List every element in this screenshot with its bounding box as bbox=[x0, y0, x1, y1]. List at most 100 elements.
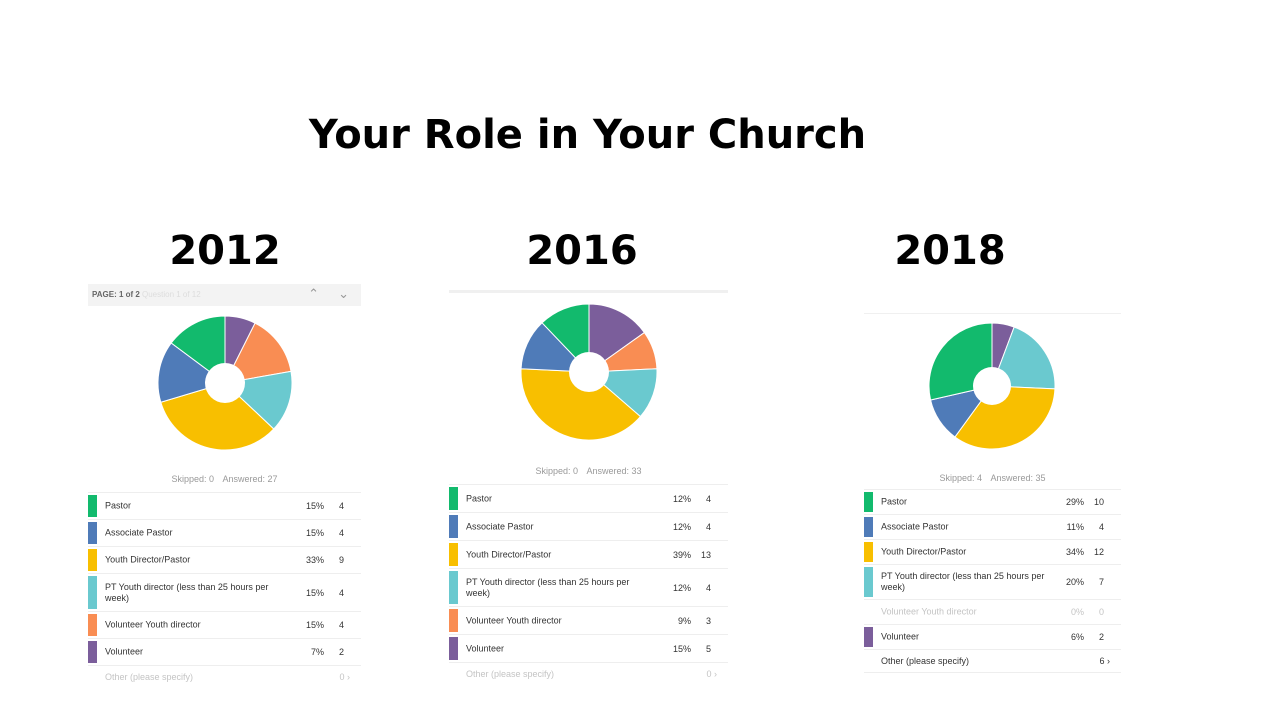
answer-row-pastor: Pastor 15% 4 bbox=[88, 493, 361, 520]
pie-slice-pastor[interactable] bbox=[170, 315, 226, 384]
answer-percent: 0% bbox=[1070, 607, 1084, 617]
color-swatch bbox=[449, 637, 458, 660]
answered-count: Answered: 27 bbox=[222, 474, 278, 484]
other-specify-row[interactable]: Other (please specify) 6 › bbox=[864, 650, 1121, 673]
answer-count: 7 bbox=[1098, 577, 1104, 587]
response-stats: Skipped: 4 Answered: 35 bbox=[864, 473, 1121, 483]
answer-row-youth-director-pastor: Youth Director/Pastor 34% 12 bbox=[864, 540, 1121, 565]
answer-percent: 29% bbox=[1065, 497, 1084, 507]
answer-row-pastor: Pastor 29% 10 bbox=[864, 490, 1121, 515]
pie-slice-pt-youth-director[interactable] bbox=[991, 326, 1056, 390]
answer-row-associate-pastor: Associate Pastor 12% 4 bbox=[449, 513, 728, 541]
answer-count: 2 bbox=[1098, 632, 1104, 642]
answer-count: 4 bbox=[338, 587, 344, 598]
answer-row-pt-youth-director: PT Youth director (less than 25 hours pe… bbox=[449, 569, 728, 607]
skipped-count: Skipped: 0 bbox=[535, 466, 578, 476]
color-swatch bbox=[864, 492, 873, 512]
answer-count: 5 bbox=[705, 643, 711, 654]
color-swatch bbox=[88, 641, 97, 663]
pie-chart-2016 bbox=[520, 303, 658, 441]
other-label: Other (please specify) bbox=[105, 672, 194, 682]
color-swatch bbox=[449, 571, 458, 604]
answer-label: Youth Director/Pastor bbox=[881, 546, 967, 557]
response-stats: Skipped: 0 Answered: 27 bbox=[88, 474, 361, 484]
answer-row-volunteer: Volunteer 15% 5 bbox=[449, 635, 728, 663]
answer-count: 4 bbox=[705, 493, 711, 504]
year-2016-label: 2016 bbox=[526, 228, 638, 274]
answer-percent: 6% bbox=[1070, 632, 1084, 642]
skipped-count: Skipped: 4 bbox=[939, 473, 982, 483]
answer-row-volunteer-youth-director: Volunteer Youth director 15% 4 bbox=[88, 612, 361, 639]
answer-count: 4 bbox=[705, 521, 711, 532]
answered-count: Answered: 33 bbox=[586, 466, 642, 476]
answer-percent: 12% bbox=[672, 582, 691, 593]
donut-hole bbox=[569, 352, 609, 392]
pie-slice-volunteer[interactable] bbox=[588, 303, 646, 373]
chevron-down-icon[interactable]: ⌄ bbox=[338, 286, 349, 301]
color-swatch bbox=[88, 576, 97, 609]
survey-panel-2016: Skipped: 0 Answered: 33 Pastor 12% 4 Associ… bbox=[449, 290, 728, 690]
answer-row-associate-pastor: Associate Pastor 15% 4 bbox=[88, 520, 361, 547]
answer-row-pastor: Pastor 12% 4 bbox=[449, 485, 728, 513]
other-specify-row[interactable]: Other (please specify) 0 › bbox=[449, 663, 728, 685]
pie-chart-2012 bbox=[157, 315, 293, 451]
answer-count: 13 bbox=[700, 549, 711, 560]
color-swatch bbox=[864, 627, 873, 647]
color-swatch bbox=[88, 614, 97, 636]
answer-percent: 20% bbox=[1065, 577, 1084, 587]
answer-count: 9 bbox=[338, 555, 344, 565]
page-ghost-text: Question 1 of 12 bbox=[142, 290, 201, 299]
answer-label: Associate Pastor bbox=[881, 521, 949, 532]
answer-percent: 33% bbox=[305, 555, 324, 565]
slide-title: Your Role in Your Church bbox=[308, 112, 867, 158]
answer-count: 4 bbox=[1098, 522, 1104, 532]
color-swatch bbox=[864, 567, 873, 597]
answer-label: PT Youth director (less than 25 hours pe… bbox=[466, 576, 630, 598]
answer-label: Volunteer Youth director bbox=[881, 606, 977, 617]
answer-label: Volunteer bbox=[881, 631, 920, 642]
survey-panel-2018: Skipped: 4 Answered: 35 Pastor 29% 10 Assoc… bbox=[864, 313, 1121, 683]
pie-slice-youth-director-pastor[interactable] bbox=[520, 368, 642, 441]
answer-label: Pastor bbox=[466, 493, 493, 503]
pie-slice-youth-director-pastor[interactable] bbox=[160, 382, 275, 451]
answer-count: 0 bbox=[1098, 607, 1104, 617]
answer-row-youth-director-pastor: Youth Director/Pastor 39% 13 bbox=[449, 541, 728, 569]
answer-row-youth-director-pastor: Youth Director/Pastor 33% 9 bbox=[88, 547, 361, 574]
pie-slice-volunteer-youth-director[interactable] bbox=[224, 322, 292, 384]
answer-percent: 11% bbox=[1066, 522, 1084, 532]
answer-row-volunteer-youth-director: Volunteer Youth director 9% 3 bbox=[449, 607, 728, 635]
color-swatch bbox=[864, 542, 873, 562]
pie-slice-pastor[interactable] bbox=[541, 303, 590, 374]
answer-row-associate-pastor: Associate Pastor 11% 4 bbox=[864, 515, 1121, 540]
color-swatch bbox=[88, 549, 97, 571]
answer-label: Volunteer bbox=[105, 646, 144, 657]
color-swatch bbox=[449, 515, 458, 538]
other-count: 6 › bbox=[1099, 656, 1110, 666]
color-swatch bbox=[449, 609, 458, 632]
answered-count: Answered: 35 bbox=[990, 473, 1046, 483]
page-indicator: PAGE: 1 of 2 bbox=[92, 290, 140, 299]
answer-percent: 7% bbox=[310, 647, 324, 657]
response-stats: Skipped: 0 Answered: 33 bbox=[449, 466, 728, 476]
color-swatch bbox=[88, 522, 97, 544]
other-specify-row[interactable]: Other (please specify) 0 › bbox=[88, 666, 361, 688]
answer-table: Pastor 12% 4 Associate Pastor 12% 4 Youth Dire… bbox=[449, 484, 728, 685]
pie-slice-youth-director-pastor[interactable] bbox=[954, 385, 1056, 450]
answer-label: Youth Director/Pastor bbox=[105, 554, 191, 565]
chevron-up-icon[interactable]: ⌃ bbox=[308, 286, 319, 301]
answer-label: Youth Director/Pastor bbox=[466, 549, 552, 559]
color-swatch bbox=[88, 495, 97, 517]
answer-label: Pastor bbox=[881, 496, 908, 507]
year-2012-label: 2012 bbox=[169, 228, 281, 274]
answer-row-volunteer: Volunteer 7% 2 bbox=[88, 639, 361, 666]
answer-label: Volunteer Youth director bbox=[105, 619, 201, 630]
answer-percent: 15% bbox=[305, 501, 324, 511]
answer-count: 4 bbox=[338, 620, 344, 630]
answer-label: PT Youth director (less than 25 hours pe… bbox=[881, 571, 1045, 592]
answer-percent: 9% bbox=[677, 615, 691, 626]
color-swatch bbox=[864, 517, 873, 537]
answer-count: 10 bbox=[1093, 497, 1104, 507]
other-count: 0 › bbox=[339, 672, 350, 682]
answer-count: 12 bbox=[1093, 547, 1104, 557]
answer-row-pt-youth-director: PT Youth director (less than 25 hours pe… bbox=[864, 565, 1121, 600]
